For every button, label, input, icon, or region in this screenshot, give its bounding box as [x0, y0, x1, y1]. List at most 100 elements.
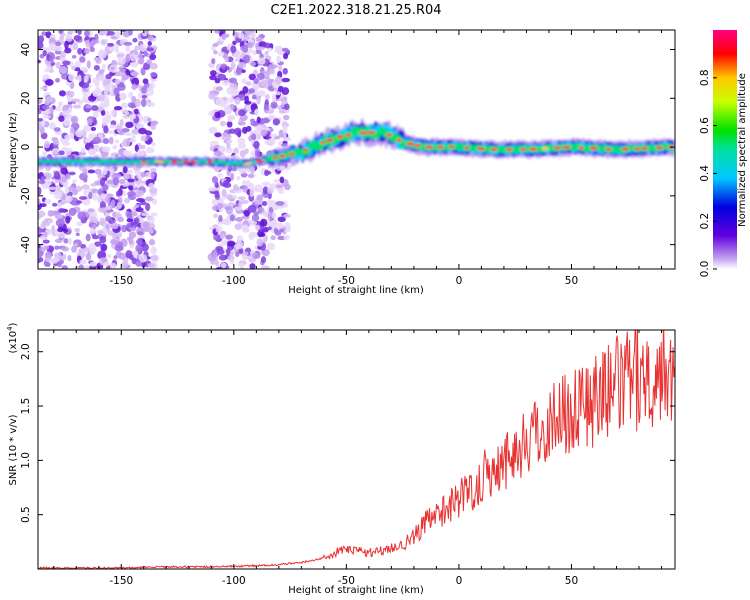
snr-x-tick-label: -50	[338, 575, 355, 587]
ridge-hotspot	[358, 131, 368, 135]
ridge-hotspot	[303, 148, 309, 152]
noise-blob	[282, 114, 290, 121]
noise-blob	[232, 194, 238, 200]
noise-blob	[103, 87, 109, 96]
noise-blob	[101, 257, 108, 263]
noise-blob	[105, 73, 112, 80]
noise-blob	[244, 180, 252, 187]
noise-blob	[233, 50, 242, 59]
noise-blob	[40, 175, 45, 184]
noise-blob	[38, 117, 44, 122]
noise-blob	[282, 124, 288, 132]
noise-blob	[43, 140, 51, 149]
noise-blob	[239, 149, 246, 158]
noise-blob	[150, 246, 157, 255]
noise-blob	[273, 179, 280, 183]
noise-blob	[96, 229, 104, 235]
noise-blob	[228, 96, 234, 104]
noise-blob	[48, 218, 53, 224]
noise-blob	[147, 215, 155, 224]
noise-blob	[57, 227, 64, 233]
spectrogram-x-tick-label: -150	[109, 275, 133, 287]
noise-blob	[100, 193, 107, 198]
noise-blob	[114, 46, 120, 54]
noise-blob	[67, 30, 77, 34]
colorbar: 0.0 0.2 0.4 0.6 0.8 Normalized spectral ampl…	[699, 30, 748, 277]
noise-blob	[72, 104, 82, 109]
noise-blob	[145, 171, 152, 178]
noise-blob	[149, 228, 154, 234]
noise-blob	[76, 221, 83, 227]
ridge-cell	[319, 142, 324, 151]
ridge-hotspot	[541, 146, 549, 151]
ridge-hotspot	[490, 147, 498, 152]
noise-blob	[223, 105, 231, 113]
noise-blob	[114, 31, 121, 39]
noise-blob	[81, 184, 90, 190]
ridge-hotspot	[605, 147, 612, 151]
noise-blob	[146, 117, 152, 123]
noise-blob	[98, 69, 105, 75]
noise-blob	[243, 54, 251, 64]
noise-blob	[216, 248, 225, 255]
noise-blob	[147, 41, 152, 46]
noise-blob	[113, 255, 118, 260]
noise-blob	[41, 220, 47, 228]
noise-blob	[269, 183, 277, 190]
noise-blob	[54, 41, 62, 47]
noise-blob	[242, 86, 249, 94]
noise-blob	[214, 78, 221, 84]
noise-blob	[282, 130, 287, 139]
noise-blob	[90, 126, 97, 132]
noise-blob	[68, 90, 75, 98]
noise-blob	[131, 134, 136, 139]
noise-blob	[131, 128, 140, 134]
noise-blob	[44, 198, 52, 205]
noise-blob	[49, 210, 56, 216]
noise-blob	[109, 124, 116, 129]
noise-blob	[87, 208, 95, 213]
noise-blob	[62, 228, 69, 234]
spectrogram-image	[38, 30, 675, 269]
noise-blob	[141, 94, 147, 99]
spectrogram-y-axis: -40 -20 0 20 40	[20, 43, 675, 253]
noise-blob	[93, 64, 100, 71]
noise-blob	[45, 96, 53, 103]
noise-blob	[255, 49, 262, 55]
noise-blob	[213, 150, 222, 157]
noise-blob	[256, 194, 264, 201]
noise-blob	[254, 224, 261, 231]
noise-blob	[119, 118, 124, 127]
noise-blob	[71, 54, 77, 59]
noise-blob	[247, 219, 255, 224]
snr-x-tick-label: 50	[565, 575, 578, 587]
noise-blob	[131, 83, 138, 90]
noise-blob	[83, 125, 91, 132]
noise-blob	[228, 77, 237, 84]
noise-blob	[146, 101, 156, 108]
noise-blob	[64, 134, 72, 141]
noise-blob	[68, 207, 77, 216]
noise-blob	[100, 110, 106, 116]
noise-blob	[213, 233, 218, 241]
spectrogram-y-tick-label: 0	[20, 144, 32, 151]
noise-blob	[92, 192, 98, 201]
noise-blob	[89, 47, 95, 53]
noise-blob	[112, 177, 120, 186]
noise-blob	[254, 84, 259, 93]
noise-blob	[84, 30, 90, 37]
ridge-hotspot	[289, 152, 295, 156]
noise-blob	[103, 125, 109, 134]
noise-blob	[275, 201, 285, 206]
noise-blob	[38, 210, 46, 218]
noise-blob	[277, 216, 286, 223]
noise-blob	[207, 252, 217, 262]
noise-blob	[241, 78, 248, 84]
noise-blob	[151, 141, 156, 147]
noise-blob	[119, 93, 127, 100]
spectrogram-y-tick-label: 40	[20, 43, 32, 56]
colorbar-tick-label: 0.8	[699, 69, 711, 86]
noise-blob	[208, 92, 216, 100]
noise-blob	[263, 104, 270, 111]
noise-blob	[126, 222, 132, 230]
